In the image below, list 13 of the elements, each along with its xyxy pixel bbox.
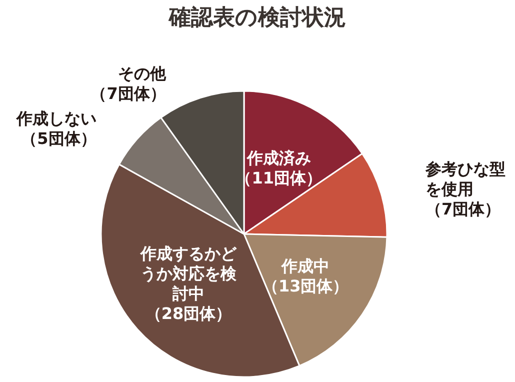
slice-label: その他 [118, 64, 167, 84]
slice-label: 作成済み [246, 148, 311, 168]
slice-label: 参考ひな型を使用 [424, 160, 506, 199]
chart-title: 確認表の検討状況 [168, 6, 346, 30]
data-label: （7団体） [426, 200, 501, 219]
slice-label: 作成中 [280, 256, 330, 276]
data-label: （28団体） [145, 304, 232, 324]
slice-label: 作成するかどうか対応を検討中 [139, 244, 238, 304]
data-label: （5団体） [21, 129, 96, 148]
slice-label: 作成しない [15, 109, 96, 128]
data-label: （11団体） [236, 168, 322, 188]
data-label: （13団体） [262, 276, 349, 296]
data-label: （7団体） [90, 84, 166, 104]
